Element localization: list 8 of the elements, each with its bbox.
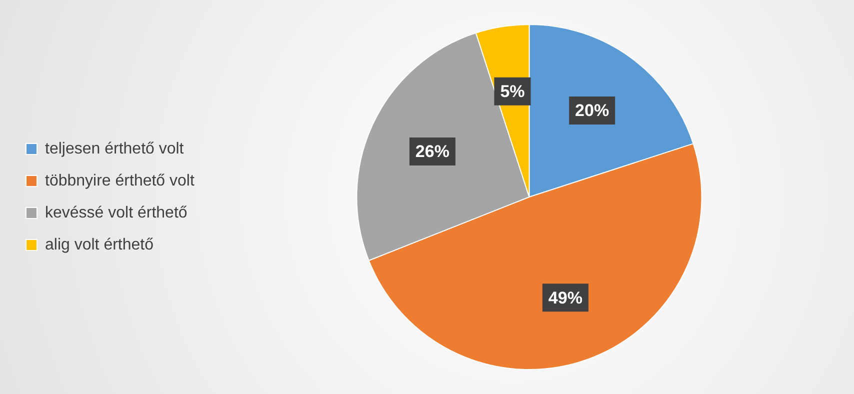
legend-label: többnyire érthető volt xyxy=(45,172,195,190)
legend-label: teljesen érthető volt xyxy=(45,140,184,158)
data-label: 5% xyxy=(500,82,525,102)
data-label: 49% xyxy=(548,288,582,308)
data-label: 26% xyxy=(415,142,450,162)
legend-label: kevéssé volt érthető xyxy=(45,204,188,222)
legend-label: alig volt érthető xyxy=(45,236,154,254)
data-label: 20% xyxy=(575,101,610,120)
